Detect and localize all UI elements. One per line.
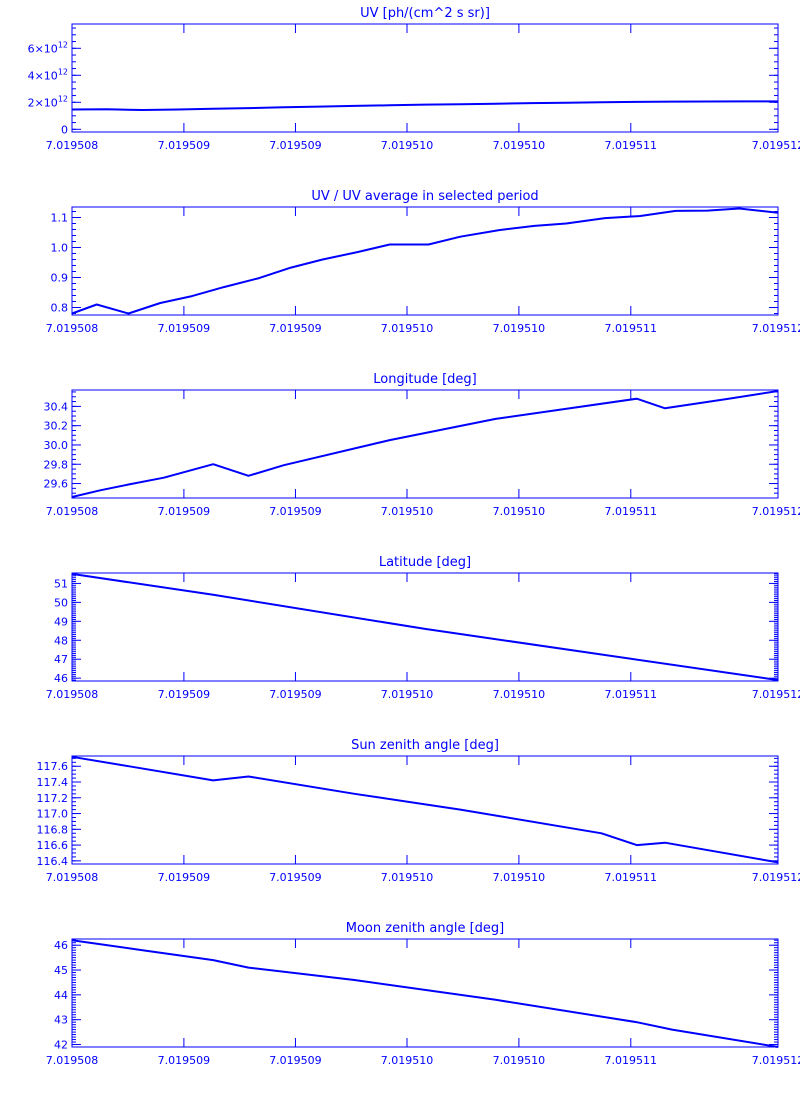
x-tick-label: 7.019509	[269, 139, 322, 152]
x-tick-label: 7.019510	[493, 322, 546, 335]
x-tick-label: 7.019508	[46, 505, 99, 518]
x-tick-label: 7.019512	[752, 505, 800, 518]
x-tick-label: 7.019508	[46, 139, 99, 152]
x-tick-label: 7.019511	[605, 139, 658, 152]
series-line	[71, 939, 779, 1048]
x-tick-label: 7.019510	[381, 322, 434, 335]
x-tick-label: 7.019508	[46, 1054, 99, 1067]
x-tick-label: 7.019510	[493, 1054, 546, 1067]
panel-title: UV [ph/(cm^2 s sr)]	[360, 6, 490, 21]
y-tick-label: 1.1	[51, 212, 69, 225]
y-tick-label: 30.2	[44, 420, 69, 433]
y-tick-label: 29.6	[44, 478, 69, 491]
plot-frame	[71, 389, 779, 499]
chart-panel-4: Latitude [deg] 46 47 48 49 50 51 7.019508 7.0195…	[46, 555, 800, 701]
y-tick-label: 30.0	[44, 439, 69, 452]
panel-title: Latitude [deg]	[379, 555, 471, 570]
y-tick-label: 117.6	[37, 760, 69, 773]
series-line	[71, 207, 779, 315]
x-tick-label: 7.019509	[269, 688, 322, 701]
x-tick-label: 7.019509	[158, 688, 211, 701]
x-tick-label: 7.019511	[605, 505, 658, 518]
x-tick-label: 7.019510	[493, 505, 546, 518]
y-tick-label: 116.4	[37, 855, 69, 868]
y-tick-label: 116.8	[37, 823, 69, 836]
x-tick-label: 7.019509	[158, 139, 211, 152]
x-tick-label: 7.019509	[158, 1054, 211, 1067]
y-tick-label: 51	[54, 577, 68, 590]
x-tick-label: 7.019511	[605, 322, 658, 335]
x-tick-label: 7.019508	[46, 322, 99, 335]
chart-panel-2: UV / UV average in selected period 0.8 0.9…	[46, 189, 800, 335]
y-tick-label: 30.4	[44, 400, 69, 413]
x-tick-label: 7.019510	[493, 688, 546, 701]
x-tick-label: 7.019510	[381, 1054, 434, 1067]
x-tick-label: 7.019508	[46, 871, 99, 884]
y-tick-label: 42	[54, 1039, 68, 1052]
x-tick-label: 7.019509	[269, 322, 322, 335]
y-tick-label: 4×1012	[28, 67, 68, 82]
x-tick-label: 7.019510	[493, 139, 546, 152]
x-tick-label: 7.019509	[158, 505, 211, 518]
chart-panel-1: UV [ph/(cm^2 s sr)] 0 2×1012 4×1012 6×1012 7.…	[28, 6, 800, 152]
y-tick-label: 0	[61, 123, 68, 136]
plot-frame	[71, 23, 779, 133]
x-tick-label: 7.019509	[158, 322, 211, 335]
x-tick-label: 7.019510	[381, 688, 434, 701]
y-tick-label: 117.2	[37, 792, 69, 805]
y-tick-label: 116.6	[37, 839, 69, 852]
x-tick-label: 7.019511	[605, 1054, 658, 1067]
y-tick-label: 0.8	[51, 302, 69, 315]
y-tick-label: 50	[54, 596, 68, 609]
series-line	[71, 572, 779, 682]
y-tick-label: 117.4	[37, 776, 69, 789]
y-tick-label: 48	[54, 634, 68, 647]
x-tick-label: 7.019510	[493, 871, 546, 884]
y-tick-label: 0.9	[51, 272, 69, 285]
panel-title: UV / UV average in selected period	[311, 189, 538, 204]
series-line	[71, 755, 779, 864]
x-tick-label: 7.019512	[752, 139, 800, 152]
series-line	[71, 100, 778, 111]
y-tick-label: 44	[54, 989, 68, 1002]
y-tick-label: 117.0	[37, 808, 69, 821]
panel-title: Moon zenith angle [deg]	[346, 921, 504, 936]
chart-panel-5: Sun zenith angle [deg] 116.4 116.6 116.8 117…	[37, 738, 800, 884]
y-tick-label: 2×1012	[28, 94, 68, 109]
panel-title: Longitude [deg]	[373, 372, 476, 387]
x-tick-label: 7.019512	[752, 322, 800, 335]
x-tick-label: 7.019510	[381, 505, 434, 518]
x-tick-label: 7.019512	[752, 688, 800, 701]
plot-frame	[71, 206, 779, 316]
y-tick-label: 46	[54, 672, 68, 685]
y-tick-label: 1.0	[51, 242, 69, 255]
panel-title: Sun zenith angle [deg]	[351, 738, 499, 753]
y-tick-label: 6×1012	[28, 40, 68, 55]
y-tick-label: 45	[54, 964, 68, 977]
x-tick-label: 7.019510	[381, 139, 434, 152]
y-tick-label: 47	[54, 653, 68, 666]
x-tick-label: 7.019511	[605, 688, 658, 701]
y-tick-label: 43	[54, 1014, 68, 1027]
y-tick-label: 29.8	[44, 458, 69, 471]
y-tick-label: 49	[54, 615, 68, 628]
plot-frame	[71, 755, 779, 865]
y-tick-label: 46	[54, 939, 68, 952]
x-tick-label: 7.019509	[269, 505, 322, 518]
chart-panel-3: Longitude [deg] 29.6 29.8 30.0 30.2 30.4 7.019…	[44, 372, 800, 518]
x-tick-label: 7.019509	[269, 1054, 322, 1067]
x-tick-label: 7.019511	[605, 871, 658, 884]
x-tick-label: 7.019512	[752, 1054, 800, 1067]
plot-frame	[71, 938, 779, 1048]
x-tick-label: 7.019509	[158, 871, 211, 884]
x-tick-label: 7.019512	[752, 871, 800, 884]
x-tick-label: 7.019509	[269, 871, 322, 884]
x-tick-label: 7.019510	[381, 871, 434, 884]
series-line	[71, 390, 779, 498]
x-tick-label: 7.019508	[46, 688, 99, 701]
chart-panel-6: Moon zenith angle [deg] 42 43 44 45 46 7.01950…	[46, 921, 800, 1067]
